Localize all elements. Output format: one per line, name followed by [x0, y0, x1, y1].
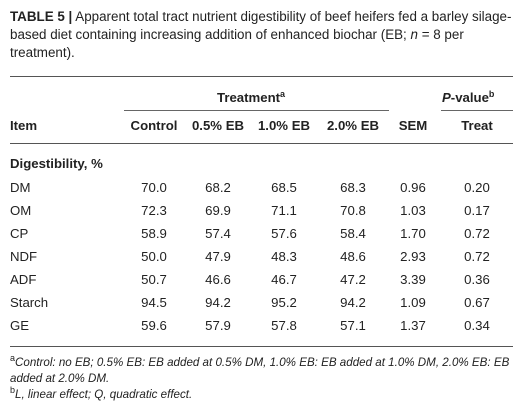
treatment-underline	[124, 110, 389, 111]
cell-item: NDF	[10, 249, 38, 264]
cell-eb20: 58.4	[340, 226, 366, 241]
col-header-eb05: 0.5% EB	[191, 118, 245, 133]
footnote-b: bL, linear effect; Q, quadratic effect.	[10, 385, 193, 402]
top-rule	[10, 76, 513, 77]
cell-eb05: 46.6	[205, 272, 231, 287]
cell-control: 50.0	[141, 249, 167, 264]
cell-control: 50.7	[141, 272, 167, 287]
cell-sem: 2.93	[400, 249, 426, 264]
cell-eb05: 57.4	[205, 226, 231, 241]
cell-sem: 1.37	[400, 318, 426, 333]
cell-eb20: 68.3	[340, 180, 366, 195]
col-header-control: Control	[130, 118, 178, 133]
cell-item: OM	[10, 203, 32, 218]
pvalue-group-header: P-valueb	[442, 89, 495, 106]
cell-treat: 0.20	[464, 180, 490, 195]
col-header-treat: Treat	[461, 118, 493, 133]
cell-sem: 1.03	[400, 203, 426, 218]
cell-treat: 0.17	[464, 203, 490, 218]
cell-eb05: 69.9	[205, 203, 231, 218]
cell-eb10: 46.7	[271, 272, 297, 287]
cell-control: 72.3	[141, 203, 167, 218]
caption-text-1: Apparent total tract nutrient digestibil…	[10, 9, 512, 42]
cell-treat: 0.34	[464, 318, 490, 333]
cell-item: GE	[10, 318, 30, 333]
cell-treat: 0.36	[464, 272, 490, 287]
header-rule	[10, 143, 513, 144]
cell-eb05: 68.2	[205, 180, 231, 195]
caption-n-symbol: n	[410, 27, 418, 42]
caption-text-2: = 8 per treatment).	[10, 27, 464, 60]
cell-eb20: 70.8	[340, 203, 366, 218]
cell-eb10: 68.5	[271, 180, 297, 195]
cell-treat: 0.72	[464, 226, 490, 241]
cell-eb20: 47.2	[340, 272, 366, 287]
cell-eb10: 71.1	[271, 203, 297, 218]
treatment-group-header: Treatmenta	[217, 89, 286, 106]
cell-item: ADF	[10, 272, 37, 287]
cell-item: DM	[10, 180, 31, 195]
footnote-a: aControl: no EB; 0.5% EB: EB added at 0.…	[10, 353, 510, 386]
cell-control: 94.5	[141, 295, 167, 310]
cell-eb20: 57.1	[340, 318, 366, 333]
cell-eb10: 57.8	[271, 318, 297, 333]
section-label: Digestibility, %	[10, 156, 103, 171]
cell-sem: 1.09	[400, 295, 426, 310]
col-header-sem: SEM	[398, 118, 428, 133]
table-caption: TABLE 5 | Apparent total tract nutrient …	[10, 8, 513, 62]
cell-control: 70.0	[141, 180, 167, 195]
cell-sem: 3.39	[400, 272, 426, 287]
cell-eb05: 47.9	[205, 249, 231, 264]
cell-control: 58.9	[141, 226, 167, 241]
cell-eb20: 94.2	[340, 295, 366, 310]
caption-label: TABLE 5 |	[10, 9, 73, 24]
cell-treat: 0.67	[464, 295, 490, 310]
cell-eb10: 57.6	[271, 226, 297, 241]
col-header-eb10: 1.0% EB	[257, 118, 311, 133]
cell-eb10: 95.2	[271, 295, 297, 310]
cell-eb05: 94.2	[205, 295, 231, 310]
cell-sem: 1.70	[400, 226, 426, 241]
cell-treat: 0.72	[464, 249, 490, 264]
bottom-rule	[10, 346, 513, 347]
cell-item: CP	[10, 226, 29, 241]
col-header-eb20: 2.0% EB	[326, 118, 380, 133]
cell-control: 59.6	[141, 318, 167, 333]
pvalue-underline	[441, 110, 513, 111]
cell-eb05: 57.9	[205, 318, 231, 333]
cell-eb10: 48.3	[271, 249, 297, 264]
col-header-item: Item	[10, 118, 38, 133]
cell-sem: 0.96	[400, 180, 426, 195]
cell-eb20: 48.6	[340, 249, 366, 264]
cell-item: Starch	[10, 295, 49, 310]
